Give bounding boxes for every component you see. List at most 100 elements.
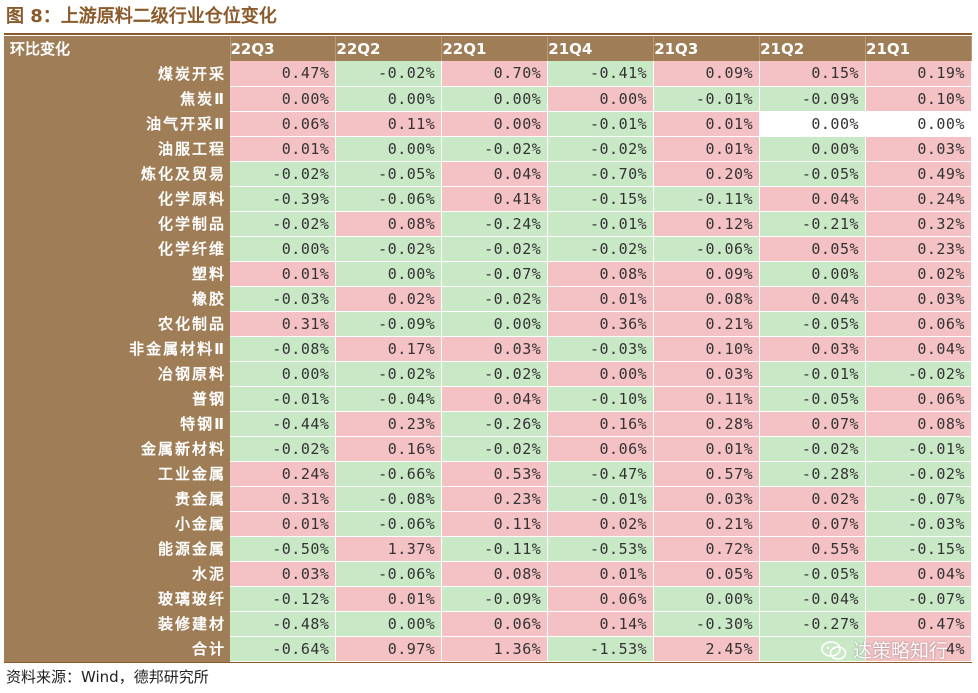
table-cell: -0.53% — [547, 536, 655, 562]
table-cell: 0.20% — [653, 161, 761, 187]
header-col-22q1: 22Q1 — [441, 36, 549, 61]
table-cell: 0.06% — [230, 111, 337, 137]
table-row: 农化制品 0.31% -0.09% 0.00% 0.36% 0.21% -0.05% 0.06… — [4, 311, 972, 337]
table-cell: 0.08% — [865, 411, 972, 437]
table-cell: 0.53% — [441, 461, 549, 487]
table-cell: 0.01% — [653, 111, 761, 137]
table-row: 特钢Ⅱ -0.44% 0.23% -0.26% 0.16% 0.28% 0.07% 0.08% — [4, 411, 972, 437]
table-cell: 0.12% — [653, 211, 761, 237]
table-cell: 0.11% — [335, 111, 443, 137]
row-label: 装修建材 — [4, 611, 230, 637]
row-label: 普钢 — [4, 386, 230, 412]
row-label: 化学制品 — [4, 211, 230, 237]
table-cell: 0.14% — [547, 611, 655, 637]
table-cell: 0.00% — [335, 86, 443, 112]
table-cell: -0.02% — [230, 161, 337, 187]
watermark-text: 达策略知行 — [852, 640, 948, 662]
table-row: 冶钢原料 0.00% -0.02% -0.02% 0.00% 0.03% -0.01% -0.… — [4, 361, 972, 387]
table-row: 非金属材料Ⅱ -0.08% 0.17% 0.03% -0.03% 0.10% 0.03% 0.… — [4, 336, 972, 362]
table-row: 塑料 0.01% 0.00% -0.07% 0.08% 0.09% 0.00% 0.02% — [4, 261, 972, 287]
table-row: 工业金属 0.24% -0.66% 0.53% -0.47% 0.57% -0.28% -0.… — [4, 461, 972, 487]
table-cell: -0.06% — [653, 236, 761, 262]
table-cell: -0.48% — [230, 611, 337, 637]
row-label: 贵金属 — [4, 486, 230, 512]
table-cell: 0.06% — [547, 436, 655, 462]
table-cell: 0.00% — [653, 586, 761, 612]
row-label: 农化制品 — [4, 311, 230, 337]
table-cell: 0.00% — [441, 86, 549, 112]
table-cell: -0.02% — [335, 61, 443, 87]
table-cell: -0.01% — [653, 86, 761, 112]
row-label: 冶钢原料 — [4, 361, 230, 387]
table-cell: 0.03% — [653, 486, 761, 512]
row-label: 工业金属 — [4, 461, 230, 487]
table-cell: -0.02% — [547, 136, 655, 162]
table-cell: -0.27% — [759, 611, 867, 637]
table-cell: -0.66% — [335, 461, 443, 487]
table-cell: 0.10% — [865, 86, 972, 112]
table-cell: -0.70% — [547, 161, 655, 187]
table-cell: -0.05% — [759, 386, 867, 412]
table-cell: 0.21% — [653, 511, 761, 537]
table-cell: 0.23% — [441, 486, 549, 512]
table-cell: -0.01% — [547, 111, 655, 137]
table-cell: 0.32% — [865, 211, 972, 237]
table-cell: 0.04% — [441, 386, 549, 412]
table-cell: 0.01% — [230, 136, 337, 162]
table-cell: 0.15% — [759, 61, 867, 87]
table-row: 油服工程 0.01% 0.00% -0.02% -0.02% 0.01% 0.00% 0.03… — [4, 136, 972, 162]
table-cell: 0.23% — [335, 411, 443, 437]
source-note: 资料来源：Wind，德邦研究所 — [6, 668, 209, 686]
row-label: 化学原料 — [4, 186, 230, 212]
header-col-22q3: 22Q3 — [230, 36, 337, 61]
table-cell: 0.04% — [759, 186, 867, 212]
table-cell: 0.03% — [865, 136, 972, 162]
footer-divider — [4, 662, 972, 663]
table-cell: 0.47% — [230, 61, 337, 87]
table-row: 化学原料 -0.39% -0.06% 0.41% -0.15% -0.11% 0.04% 0.… — [4, 186, 972, 212]
table-cell: 0.00% — [441, 311, 549, 337]
table-cell: 0.49% — [865, 161, 972, 187]
table-cell: 0.24% — [230, 461, 337, 487]
table-cell: 0.00% — [759, 261, 867, 287]
table-cell: -0.02% — [441, 436, 549, 462]
table-cell: 0.31% — [230, 311, 337, 337]
table-cell: 0.72% — [653, 536, 761, 562]
row-label: 合计 — [4, 636, 230, 662]
table-cell: -0.41% — [547, 61, 655, 87]
table-cell: -0.21% — [759, 211, 867, 237]
table-cell: 0.01% — [335, 586, 443, 612]
row-label: 水泥 — [4, 561, 230, 587]
table-cell: 0.47% — [865, 611, 972, 637]
table-cell: 0.08% — [547, 261, 655, 287]
table-cell: -0.03% — [865, 511, 972, 537]
table-row: 小金属 0.01% -0.06% 0.11% 0.02% 0.21% 0.07% -0.03% — [4, 511, 972, 537]
table-cell: 0.09% — [653, 261, 761, 287]
table-cell: -0.11% — [653, 186, 761, 212]
table-cell: 0.09% — [653, 61, 761, 87]
row-label: 金属新材料 — [4, 436, 230, 462]
table-cell: 0.02% — [547, 511, 655, 537]
table-cell: -0.06% — [335, 561, 443, 587]
table-cell: 0.97% — [335, 636, 443, 663]
header-col-21q4: 21Q4 — [547, 36, 655, 61]
table-cell: -0.01% — [230, 386, 337, 412]
table-cell: 0.03% — [759, 336, 867, 362]
table-cell — [759, 636, 867, 663]
table-cell: 0.21% — [653, 311, 761, 337]
table-cell: 0.04% — [441, 161, 549, 187]
table-body: 煤炭开采 0.47% -0.02% 0.70% -0.41% 0.09% 0.15% 0.19… — [4, 61, 972, 663]
position-change-table: 环比变化 22Q3 22Q2 22Q1 21Q4 21Q3 21Q2 21Q1 … — [4, 36, 972, 663]
table-cell: -0.05% — [759, 311, 867, 337]
row-label: 特钢Ⅱ — [4, 411, 230, 437]
row-label: 玻璃玻纤 — [4, 586, 230, 612]
table-cell: 0.07% — [759, 511, 867, 537]
table-cell: 0.36% — [547, 311, 655, 337]
table-row: 合计 -0.64% 0.97% 1.36% -1.53% 2.45% 4% — [4, 636, 972, 663]
table-cell: 0.00% — [335, 261, 443, 287]
table-cell: 0.03% — [653, 361, 761, 387]
row-label: 煤炭开采 — [4, 61, 230, 87]
table-row: 橡胶 -0.03% 0.02% -0.02% 0.01% 0.08% 0.04% 0.03% — [4, 286, 972, 312]
table-cell: 0.02% — [759, 486, 867, 512]
table-cell: -0.02% — [547, 236, 655, 262]
